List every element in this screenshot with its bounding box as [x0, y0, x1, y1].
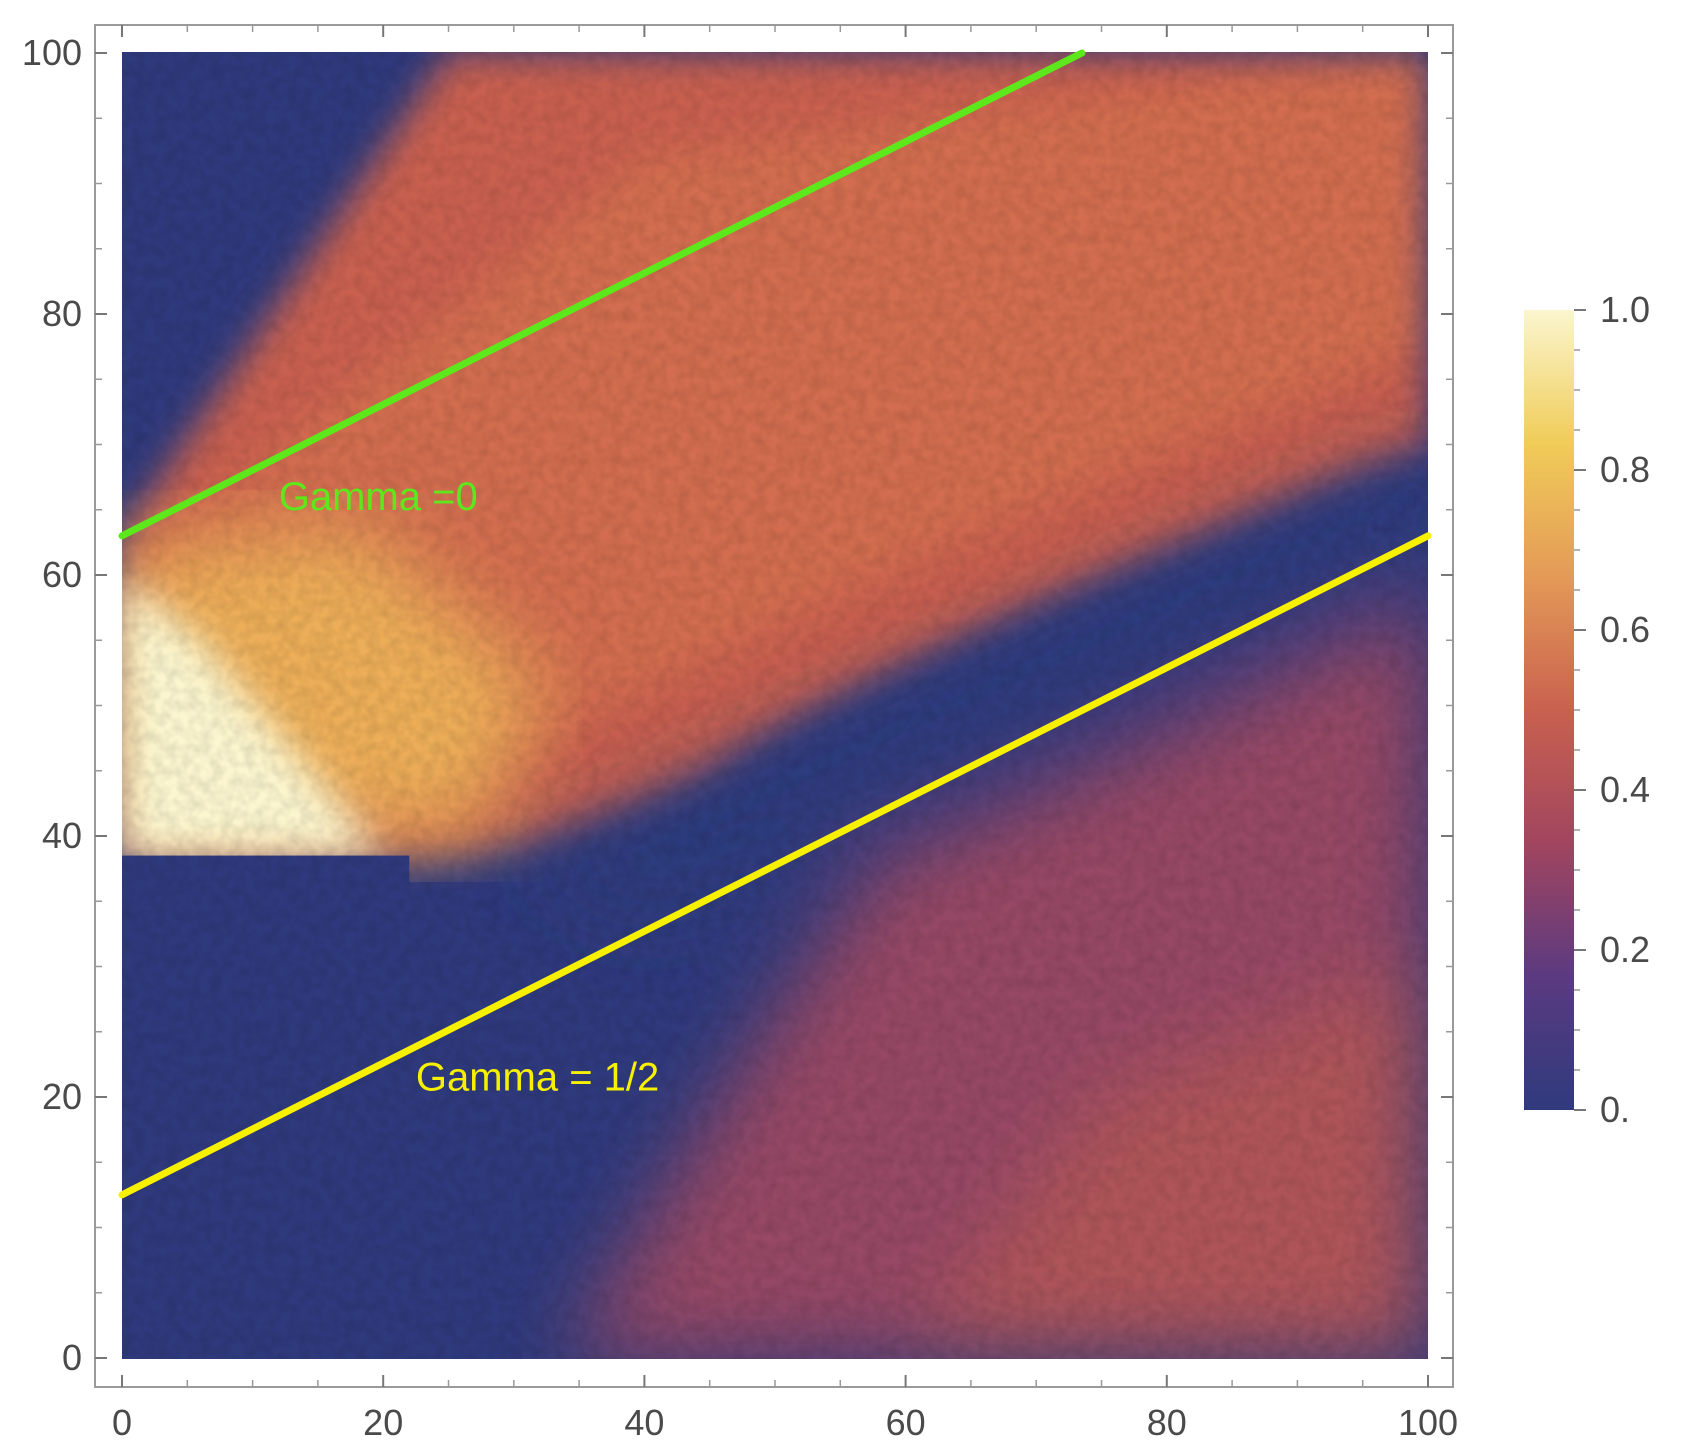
colorbar-gradient [1524, 310, 1574, 1110]
colorbar-tick-label: 0. [1600, 1089, 1630, 1130]
colorbar: 0. 0.2 0.4 0.6 0.8 1.0 [1524, 289, 1650, 1130]
y-tick-label: 100 [22, 32, 82, 73]
x-tick-label: 0 [112, 1402, 132, 1443]
gamma-annotation-0: Gamma =0 [279, 475, 478, 519]
colorbar-tick-label: 0.4 [1600, 769, 1650, 810]
x-tick-label: 40 [624, 1402, 664, 1443]
gamma-line-0 [118, 49, 1086, 540]
x-tick-label: 20 [363, 1402, 403, 1443]
y-tick-label: 40 [42, 815, 82, 856]
gamma-lines [118, 49, 1432, 1199]
heatmap-field [122, 52, 1428, 1359]
x-tick-label: 100 [1398, 1402, 1458, 1443]
y-tick-label: 0 [62, 1337, 82, 1378]
gamma-annotations: Gamma =0 Gamma = 1/2 [279, 475, 660, 1100]
y-tick-label: 60 [42, 554, 82, 595]
colorbar-tick-label: 0.6 [1600, 609, 1650, 650]
x-tick-label: 80 [1147, 1402, 1187, 1443]
axes: 0 20 40 60 80 100 0 20 40 60 80 100 [22, 25, 1458, 1443]
x-tick-label: 60 [886, 1402, 926, 1443]
y-tick-label: 80 [42, 293, 82, 334]
colorbar-tick-label: 0.8 [1600, 449, 1650, 490]
gamma-line-1 [118, 532, 1432, 1199]
gamma-annotation-1: Gamma = 1/2 [416, 1055, 659, 1099]
y-tick-label: 20 [42, 1076, 82, 1117]
colorbar-tick-label: 1.0 [1600, 289, 1650, 330]
colorbar-tick-label: 0.2 [1600, 929, 1650, 970]
heatmap-noise [122, 52, 1428, 1359]
